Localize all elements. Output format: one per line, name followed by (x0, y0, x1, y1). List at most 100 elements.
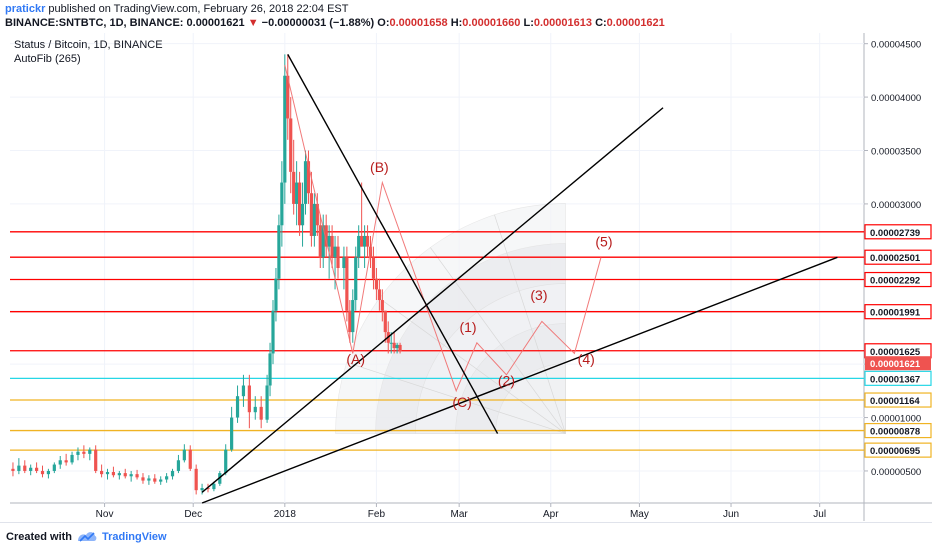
symbol-line: BINANCE:SNTBTC, 1D, BINANCE: 0.00001621 … (5, 17, 665, 29)
candle-body (330, 235, 334, 258)
y-tick-label: 0.00003000 (871, 200, 921, 211)
candle-body (111, 472, 116, 476)
y-tick-label: 0.00000500 (871, 467, 921, 478)
close-label: C: (595, 17, 607, 29)
y-tick-label: 0.00001000 (871, 414, 921, 425)
chart-indicator-label: AutoFib (265) (14, 53, 81, 65)
candle-body (34, 467, 39, 471)
candle-body (23, 465, 27, 471)
fan-ray (379, 298, 566, 434)
candle-body (76, 451, 80, 455)
publish-info: published on TradingView.com, February 2… (48, 3, 349, 15)
candle-body (303, 161, 308, 204)
candle-body (52, 464, 56, 471)
candle-body (194, 468, 198, 491)
price-tag-label: 0.00001991 (870, 308, 921, 319)
candle-body (135, 474, 139, 478)
candle-body (212, 483, 216, 490)
candle-body (17, 465, 21, 471)
price-tag-box (864, 249, 932, 265)
price-tag-label: 0.00002739 (870, 228, 920, 239)
chart-header: pratickr published on TradingView.com, F… (0, 0, 932, 32)
candle-body (176, 460, 181, 471)
trend-line (287, 54, 499, 434)
candle-body (188, 449, 192, 469)
candle-body (392, 342, 396, 349)
candle-body (295, 182, 299, 204)
x-tick-label: Jun (723, 509, 739, 520)
candle-body (268, 353, 272, 386)
y-tick-label: 0.00004000 (871, 93, 921, 104)
price-tag-label: 0.00000695 (870, 446, 921, 457)
chart-frame (10, 33, 932, 521)
candle-body (357, 235, 361, 258)
wave-path (284, 64, 602, 393)
candle-body (360, 235, 364, 247)
low-value: 0.00001613 (533, 17, 592, 29)
down-arrow-icon: ▼ (247, 17, 259, 29)
candle-body (306, 161, 311, 194)
candle-body (11, 468, 15, 471)
candle-body (123, 473, 127, 477)
candle-body (300, 203, 305, 226)
candle-body (280, 182, 284, 226)
price-tag-box (864, 271, 932, 288)
tradingview-brand[interactable]: TradingView (102, 531, 167, 543)
candle-body (289, 118, 293, 172)
x-tick-label: Nov (96, 509, 114, 520)
chart-area[interactable]: (B) (A) (C) (1) (2) (3) (4) (5) 0.00000500 0.000… (10, 33, 932, 521)
x-tick-label: Dec (184, 509, 202, 520)
price-tag-label: 0.00000878 (870, 427, 920, 438)
high-value: 0.00001660 (462, 17, 521, 29)
price-tag-box (864, 370, 932, 386)
candle-body (46, 470, 51, 475)
candle-body (286, 75, 290, 119)
candle-body (230, 417, 234, 450)
tradingview-logo-icon (78, 532, 97, 542)
candle-body (129, 474, 133, 477)
candle-body (318, 225, 322, 258)
price-chart[interactable]: (B) (A) (C) (1) (2) (3) (4) (5) 0.00000500 0.000… (10, 33, 932, 521)
candle-body (29, 467, 33, 471)
price-tag-label: 0.00002292 (870, 276, 920, 287)
candle-body (241, 385, 246, 397)
candle-body (277, 225, 281, 279)
x-tick-label: 2018 (274, 509, 297, 520)
candle-body (147, 478, 151, 481)
low-label: L: (523, 17, 534, 29)
price-tag-box (864, 392, 932, 408)
candle-body (398, 344, 402, 352)
wave-label: (A) (346, 351, 365, 367)
x-tick-label: Feb (368, 509, 386, 520)
x-tick-label: Apr (543, 509, 559, 520)
wave-label: (4) (578, 351, 595, 367)
fib-speed-fan (335, 203, 566, 434)
price-tag-label: 0.00002501 (870, 253, 921, 264)
candle-body (105, 472, 110, 475)
candle-body (283, 75, 287, 183)
fan-ray (346, 362, 566, 434)
time-axis[interactable]: Nov Dec 2018 Feb Mar Apr May Jun Jul (96, 503, 826, 520)
candle-body (170, 470, 175, 477)
candle-body (327, 235, 331, 247)
wave-label: (3) (530, 287, 547, 303)
last-price: 0.00001621 (186, 17, 245, 29)
price-tag-box (864, 422, 932, 439)
author-name[interactable]: pratickr (5, 3, 46, 15)
candle-body (200, 488, 204, 491)
candle-body (274, 278, 278, 311)
price-tag-label: 0.00001367 (870, 374, 920, 385)
candle-body (383, 310, 387, 333)
candle-body (259, 406, 263, 420)
candle-body (321, 225, 325, 258)
candle-body (235, 396, 240, 418)
symbol-name: BINANCE:SNTBTC, 1D, BINANCE (5, 17, 180, 29)
fib-levels (10, 231, 864, 451)
candle-body (312, 203, 316, 236)
candle-body (380, 300, 384, 311)
candle-body (371, 257, 376, 279)
wave-label: (2) (498, 373, 515, 389)
wave-label: (1) (459, 319, 476, 335)
candle-body (117, 473, 121, 476)
candle-body (247, 385, 251, 413)
